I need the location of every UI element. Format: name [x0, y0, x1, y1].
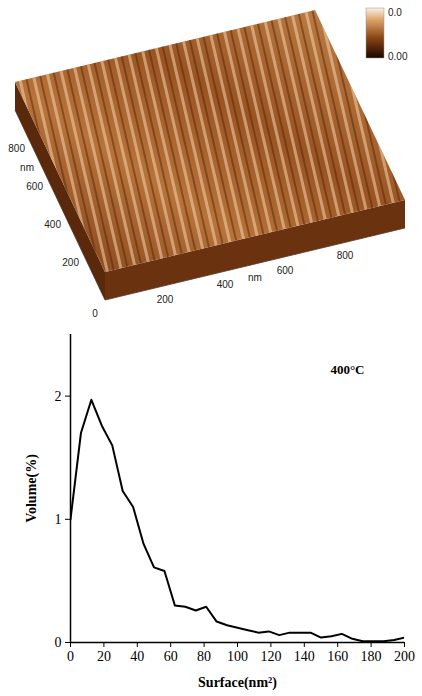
svg-text:nm: nm — [20, 162, 34, 173]
svg-text:0.00: 0.00 — [388, 51, 408, 62]
svg-text:160: 160 — [327, 649, 348, 664]
svg-text:600: 600 — [26, 181, 43, 192]
svg-text:80: 80 — [197, 649, 211, 664]
svg-text:Volume(%): Volume(%) — [24, 454, 40, 523]
svg-text:0.0: 0.0 — [388, 7, 402, 18]
svg-text:400: 400 — [217, 279, 234, 290]
svg-text:2: 2 — [55, 389, 62, 404]
svg-text:180: 180 — [361, 649, 382, 664]
svg-text:0: 0 — [55, 635, 62, 650]
svg-text:20: 20 — [97, 649, 111, 664]
svg-text:0: 0 — [67, 649, 74, 664]
svg-text:120: 120 — [260, 649, 281, 664]
svg-text:0: 0 — [92, 308, 98, 319]
svg-text:nm: nm — [248, 272, 262, 283]
svg-text:200: 200 — [394, 649, 415, 664]
svg-text:400°C: 400°C — [330, 362, 364, 377]
svg-text:800: 800 — [8, 143, 25, 154]
svg-text:100: 100 — [227, 649, 248, 664]
svg-text:1: 1 — [55, 512, 62, 527]
svg-text:40: 40 — [130, 649, 144, 664]
svg-text:Surface(nm²): Surface(nm²) — [198, 675, 277, 691]
svg-text:140: 140 — [294, 649, 315, 664]
svg-text:200: 200 — [157, 294, 174, 305]
svg-text:60: 60 — [164, 649, 178, 664]
svg-text:800: 800 — [337, 250, 354, 261]
svg-text:400: 400 — [44, 219, 61, 230]
svg-text:200: 200 — [62, 257, 79, 268]
svg-text:600: 600 — [277, 265, 294, 276]
